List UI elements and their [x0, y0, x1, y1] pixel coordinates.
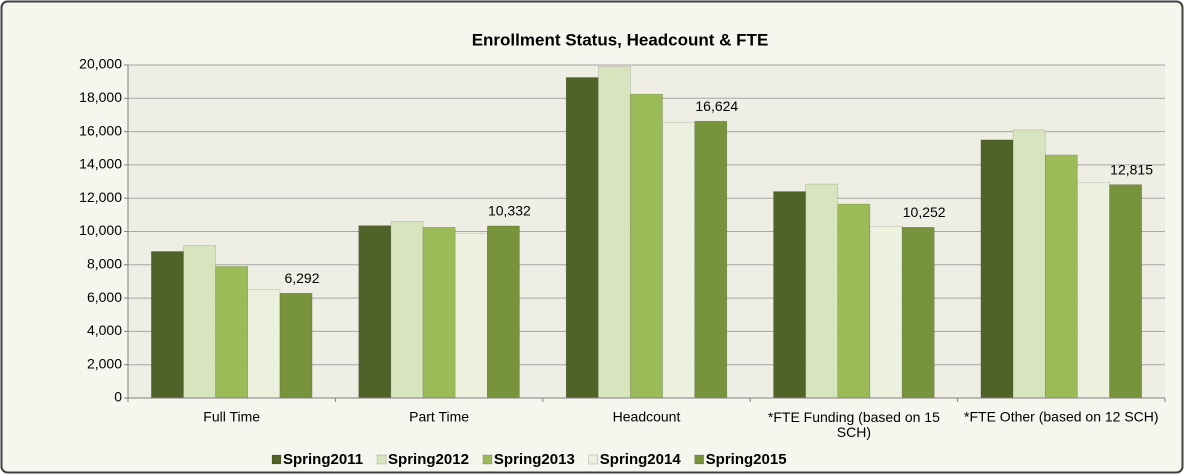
bar: [565, 77, 599, 399]
legend-swatch: [271, 454, 282, 465]
bar: [454, 232, 488, 399]
bar: [662, 122, 695, 399]
x-tick-label: *FTE Funding (based on 15 SCH): [768, 409, 940, 440]
y-tick-label: 14,000: [79, 156, 122, 172]
bar: [247, 289, 281, 399]
bar: [1044, 154, 1078, 399]
chart-title: Enrollment Status, Headcount & FTE: [472, 30, 769, 49]
bar: [837, 203, 871, 399]
bar: [598, 66, 631, 399]
legend-label: Spring2011: [283, 451, 363, 468]
data-label: 12,815: [1110, 161, 1153, 177]
y-tick-label: 18,000: [79, 89, 122, 105]
legend-label: Spring2015: [706, 451, 787, 468]
bar: [215, 266, 249, 399]
y-tick-label: 20,000: [79, 56, 122, 72]
bar: [390, 221, 424, 399]
y-tick-label: 0: [114, 389, 122, 405]
legend-swatch: [588, 454, 599, 465]
legend-swatch: [482, 454, 493, 465]
y-tick-label: 8,000: [87, 256, 122, 272]
y-tick-label: 12,000: [79, 189, 122, 205]
bar: [487, 225, 520, 399]
y-tick-label: 2,000: [87, 355, 122, 371]
data-label: 10,332: [488, 203, 531, 219]
data-label: 6,292: [284, 270, 319, 286]
bar: [1077, 182, 1110, 399]
bar: [773, 191, 806, 399]
bar: [901, 227, 935, 399]
legend-swatch: [694, 454, 704, 465]
bar: [1109, 184, 1142, 399]
bar: [694, 120, 728, 399]
y-tick-label: 16,000: [79, 122, 122, 138]
y-tick-label: 4,000: [87, 322, 122, 338]
x-tick-label: Full Time: [203, 409, 260, 425]
bar: [422, 227, 456, 399]
bar: [1012, 129, 1046, 399]
data-label: 10,252: [903, 204, 946, 220]
bar: [358, 225, 392, 399]
x-tick-label: *FTE Other (based on 12 SCH): [964, 409, 1159, 425]
legend-label: Spring2014: [600, 451, 682, 468]
bar: [980, 139, 1014, 399]
y-tick-label: 6,000: [87, 289, 122, 305]
y-tick-label: 10,000: [79, 222, 122, 238]
legend-swatch: [376, 454, 387, 465]
x-tick-label: Part Time: [409, 409, 469, 425]
bar: [805, 183, 839, 399]
legend-label: Spring2012: [388, 451, 469, 468]
bar: [630, 93, 663, 399]
bar: [151, 251, 184, 399]
x-tick-label: Headcount: [613, 409, 681, 425]
data-label: 16,624: [695, 98, 738, 114]
bar: [869, 226, 903, 399]
legend-label: Spring2013: [494, 451, 575, 468]
bar: [183, 245, 216, 399]
bar: [279, 292, 313, 399]
